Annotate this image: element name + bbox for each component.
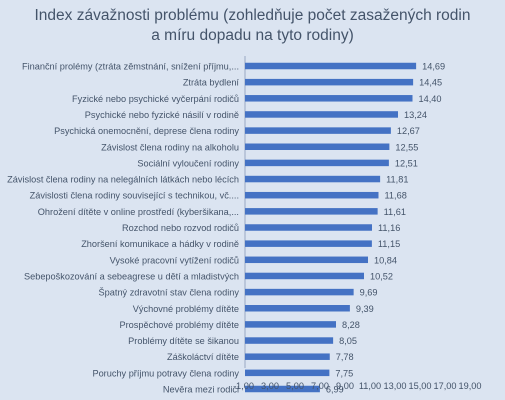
x-tick-label: 1,00 [236, 381, 254, 391]
value-label: 12,55 [395, 142, 418, 152]
bar [245, 305, 350, 312]
value-label: 9,39 [356, 304, 374, 314]
value-label: 11,68 [385, 191, 407, 201]
category-label: Závislosti člena rodiny související s te… [30, 191, 239, 201]
bar [245, 159, 389, 167]
bar [245, 175, 381, 183]
x-tick-label: 15,00 [409, 381, 432, 391]
category-label: Prospěchové problémy dítěte [119, 320, 239, 330]
bar [245, 111, 398, 118]
x-tick-label: 9,00 [336, 381, 354, 391]
value-label: 8,28 [342, 320, 360, 330]
category-label: Závislost člena rodiny na alkoholu [101, 142, 239, 152]
chart-title-line-1: Index závažnosti problému (zohledňuje po… [34, 7, 471, 24]
category-label: Poruchy příjmu potravy člena rodiny [92, 368, 239, 378]
category-label: Zhoršení komunikace a hádky v rodině [81, 239, 239, 249]
bar [245, 369, 330, 377]
bar [245, 95, 413, 102]
category-label: Špatný zdravotní stav člena rodiny [99, 288, 240, 298]
value-label: 7,78 [336, 352, 354, 362]
bar [245, 385, 320, 393]
category-label: Sebepoškozování a sebeagrese u dětí a ml… [24, 271, 239, 281]
x-tick-label: 17,00 [434, 381, 457, 391]
value-label: 12,51 [395, 158, 418, 168]
bar [245, 78, 414, 86]
value-label: 10,84 [374, 255, 397, 265]
value-label: 11,16 [378, 223, 400, 233]
category-label: Rozchod nebo rozvod rodičů [122, 223, 239, 233]
category-label: Ohrožení dítěte v online prostředí (kybe… [38, 207, 239, 217]
bar [245, 143, 390, 150]
value-label: 7,75 [335, 368, 353, 378]
value-label: 11,81 [386, 175, 408, 185]
category-label: Vysoké pracovní vytížení rodičů [110, 255, 239, 265]
bar [245, 208, 378, 215]
value-label: 11,61 [384, 207, 406, 217]
bar [245, 240, 372, 247]
bar [245, 62, 417, 70]
category-label: Finanční prolémy (ztráta zěmstnání, sníž… [22, 62, 239, 72]
x-tick-label: 3,00 [261, 381, 279, 391]
bar [245, 288, 354, 296]
bar [245, 353, 330, 360]
category-label: Psychická onemocnění, deprese člena rodi… [54, 126, 239, 136]
x-tick-label: 19,00 [459, 381, 482, 391]
category-label: Závislost člena rodiny na nelegálních lá… [7, 175, 239, 185]
x-tick-label: 7,00 [311, 381, 329, 391]
bar [245, 337, 334, 344]
value-label: 6,99 [326, 385, 344, 395]
value-label: 14,45 [419, 78, 442, 88]
category-label: Psychické nebo fyzické násilí v rodině [85, 110, 239, 120]
bar [245, 127, 391, 134]
value-label: 8,05 [339, 336, 357, 346]
value-label: 10,52 [370, 271, 393, 281]
x-tick-label: 13,00 [384, 381, 407, 391]
category-label: Problémy dítěte se šikanou [128, 336, 239, 346]
bar [245, 321, 336, 328]
category-label: Výchovné problémy dítěte [133, 304, 239, 314]
bar [245, 272, 364, 280]
category-label: Záškoláctví dítěte [167, 352, 239, 362]
value-label: 12,67 [397, 126, 420, 136]
x-tick-label: 5,00 [286, 381, 304, 391]
value-label: 14,69 [422, 62, 445, 72]
value-label: 11,15 [378, 239, 400, 249]
category-label: Sociální vyloučení rodiny [137, 158, 239, 168]
chart-title-line-2: a míru dopadu na tyto rodiny) [151, 27, 354, 44]
category-label: Nevěra mezi rodiči [163, 385, 239, 395]
bar [245, 224, 372, 231]
value-label: 13,24 [404, 110, 427, 120]
bar [245, 191, 379, 199]
value-label: 14,40 [419, 94, 442, 104]
bar [245, 256, 368, 264]
category-label: Fyzické nebo psychické vyčerpání rodičů [72, 94, 239, 104]
value-label: 9,69 [360, 288, 378, 298]
category-label: Ztráta bydlení [183, 78, 240, 88]
x-tick-label: 11,00 [359, 381, 381, 391]
